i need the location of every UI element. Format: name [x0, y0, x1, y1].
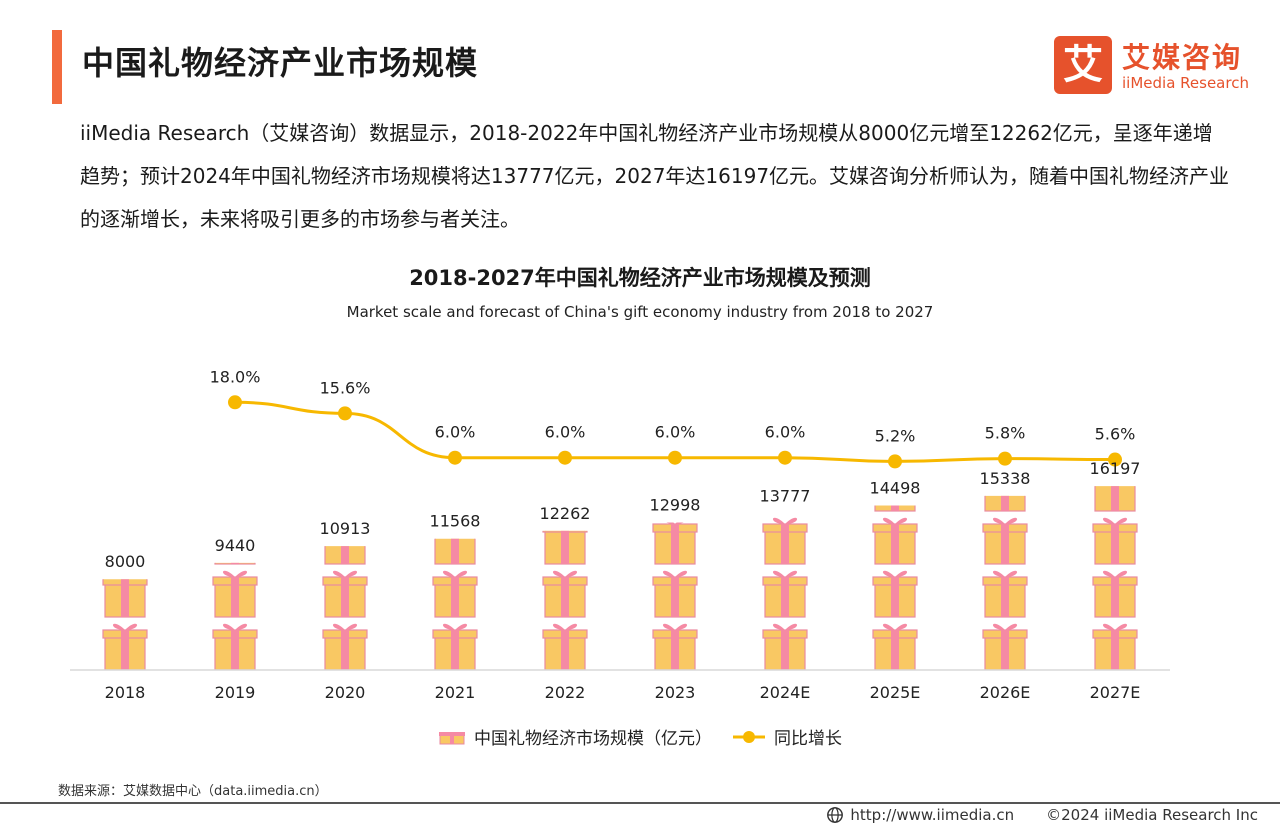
line-point-2025E[interactable]: [888, 454, 902, 469]
x-tick-label: 2025E: [870, 683, 921, 702]
line-point-2024E[interactable]: [778, 450, 792, 465]
legend-label-yoy-growth: 同比增长: [774, 729, 842, 749]
gift-box-icon: [439, 731, 465, 744]
line-value-label: 5.2%: [875, 426, 916, 445]
bar-2018[interactable]: [102, 518, 148, 670]
bar-value-label: 14498: [870, 478, 921, 497]
bar-value-label: 10913: [320, 519, 371, 538]
bar-2024E[interactable]: [762, 465, 808, 670]
line-point-2023[interactable]: [668, 450, 682, 465]
bar-2025E[interactable]: [872, 465, 918, 670]
x-tick-label: 2018: [105, 683, 146, 702]
x-tick-label: 2023: [655, 683, 696, 702]
bar-value-label: 16197: [1090, 459, 1141, 478]
chart-legend: 中国礼物经济市场规模（亿元） 同比增长: [0, 724, 1280, 749]
x-tick-label: 2021: [435, 683, 476, 702]
line-value-label: 6.0%: [435, 423, 476, 442]
bar-2022[interactable]: [542, 465, 588, 670]
bar-value-label: 9440: [215, 536, 256, 555]
line-value-label: 5.6%: [1095, 425, 1136, 444]
line-point-2027E[interactable]: [1108, 452, 1122, 467]
bar-2021[interactable]: [432, 465, 478, 670]
x-tick-label: 2019: [215, 683, 256, 702]
data-source-note: 数据来源：艾媒数据中心（data.iimedia.cn）: [58, 784, 328, 799]
line-value-label: 6.0%: [765, 423, 806, 442]
footer-divider: [0, 802, 1280, 804]
bar-value-label: 11568: [430, 512, 481, 531]
x-tick-label: 2024E: [760, 683, 811, 702]
x-tick-label: 2026E: [980, 683, 1031, 702]
chart-title: 2018-2027年中国礼物经济产业市场规模及预测: [409, 266, 871, 290]
x-tick-label: 2020: [325, 683, 366, 702]
footer-copyright: ©2024 iiMedia Research Inc: [1046, 806, 1258, 824]
x-tick-label: 2027E: [1090, 683, 1141, 702]
line-value-label: 18.0%: [210, 367, 261, 386]
bar-value-label: 12998: [650, 495, 701, 514]
bar-value-label: 12262: [540, 504, 591, 523]
footer-link[interactable]: http://www.iimedia.cn: [826, 806, 1014, 824]
bar-2023[interactable]: [652, 465, 698, 670]
x-tick-label: 2022: [545, 683, 586, 702]
bar-value-label: 15338: [980, 469, 1031, 488]
bar-2026E[interactable]: [982, 412, 1028, 670]
bar-value-label: 13777: [760, 487, 811, 506]
line-value-label: 15.6%: [320, 378, 371, 397]
market-scale-chart: 18.0% 15.6% 6.0% 6.0% 6.0% 6.0% 5.2% 5.8% 5.6% 8…: [70, 367, 1170, 702]
line-marker-icon: [733, 730, 765, 743]
bar-2020[interactable]: [322, 465, 368, 670]
brand-logo[interactable]: 艾 艾媒咨询 iiMedia Research: [1054, 36, 1264, 98]
line-point-2022[interactable]: [558, 450, 572, 465]
line-point-2020[interactable]: [338, 406, 352, 421]
page-title: 中国礼物经济产业市场规模: [82, 44, 479, 82]
logo-mark-icon: 艾: [1054, 36, 1112, 94]
logo-name-cn: 艾媒咨询: [1122, 41, 1243, 74]
line-point-2026E[interactable]: [998, 451, 1012, 466]
line-point-2019[interactable]: [228, 395, 242, 410]
legend-item-yoy-growth[interactable]: 同比增长: [732, 724, 842, 749]
legend-item-market-scale[interactable]: 中国礼物经济市场规模（亿元）: [438, 724, 712, 749]
page-footer: http://www.iimedia.cn ©2024 iiMedia Rese…: [826, 806, 1258, 824]
line-point-2021[interactable]: [448, 450, 462, 465]
line-value-label: 6.0%: [545, 423, 586, 442]
intro-paragraph: iiMedia Research（艾媒咨询）数据显示，2018-2022年中国礼…: [80, 121, 1230, 231]
chart-subtitle: Market scale and forecast of China's gif…: [346, 303, 934, 321]
logo-name-en: iiMedia Research: [1122, 74, 1249, 92]
legend-label-market-scale: 中国礼物经济市场规模（亿元）: [474, 729, 712, 749]
globe-icon: [827, 807, 844, 823]
bar-2027E[interactable]: [1092, 412, 1138, 670]
line-value-label: 5.8%: [985, 424, 1026, 443]
bar-2019[interactable]: [212, 518, 258, 671]
title-accent-bar: [52, 30, 62, 104]
footer-url: http://www.iimedia.cn: [850, 806, 1015, 824]
bar-value-label: 8000: [105, 552, 146, 571]
line-value-label: 6.0%: [655, 423, 696, 442]
